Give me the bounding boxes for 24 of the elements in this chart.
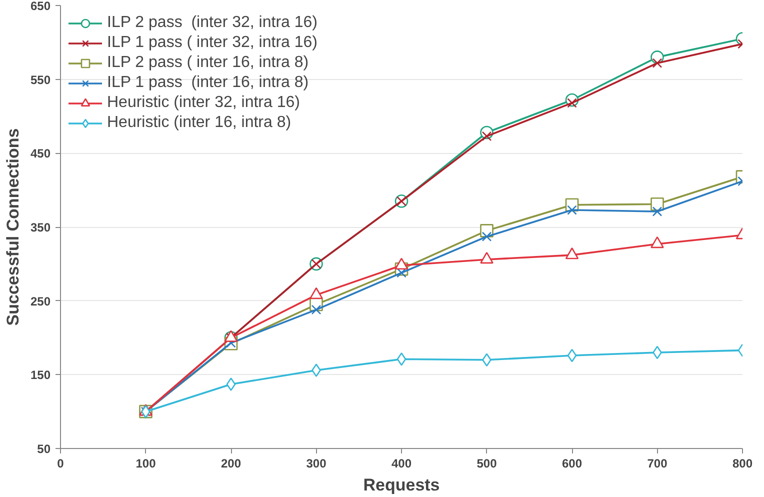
x-tick-label: 500 [476, 456, 498, 470]
x-tick-label: 600 [562, 456, 582, 470]
y-tick-label: 50 [37, 442, 51, 456]
y-tick-label: 450 [30, 146, 51, 161]
legend-label: Heuristic (inter 32, intra 16) [107, 94, 300, 112]
x-tick-label: 800 [732, 456, 753, 470]
x-tick-label: 700 [647, 456, 668, 470]
x-tick-label: 0 [57, 456, 64, 470]
legend-label: ILP 1 pass (inter 16, intra 8) [107, 74, 309, 92]
legend-label: ILP 2 pass ( inter 16, intra 8) [107, 54, 309, 72]
y-tick-label: 650 [30, 0, 51, 13]
x-tick-label: 400 [391, 456, 412, 470]
y-tick-label: 550 [30, 72, 51, 87]
x-axis-title: Requests [363, 476, 440, 494]
y-tick-label: 350 [30, 220, 51, 234]
x-tick-label: 100 [136, 456, 156, 470]
y-tick-label: 250 [30, 294, 51, 308]
legend-label: ILP 2 pass (inter 32, intra 16) [107, 14, 318, 32]
y-tick-label: 150 [30, 368, 51, 382]
x-tick-label: 200 [220, 456, 242, 470]
legend-label: Heuristic (inter 16, intra 8) [107, 114, 292, 132]
x-tick-label: 300 [306, 456, 327, 470]
legend-label: ILP 1 pass ( inter 32, intra 16) [107, 34, 318, 52]
y-axis-title: Successful Connections [3, 128, 22, 326]
